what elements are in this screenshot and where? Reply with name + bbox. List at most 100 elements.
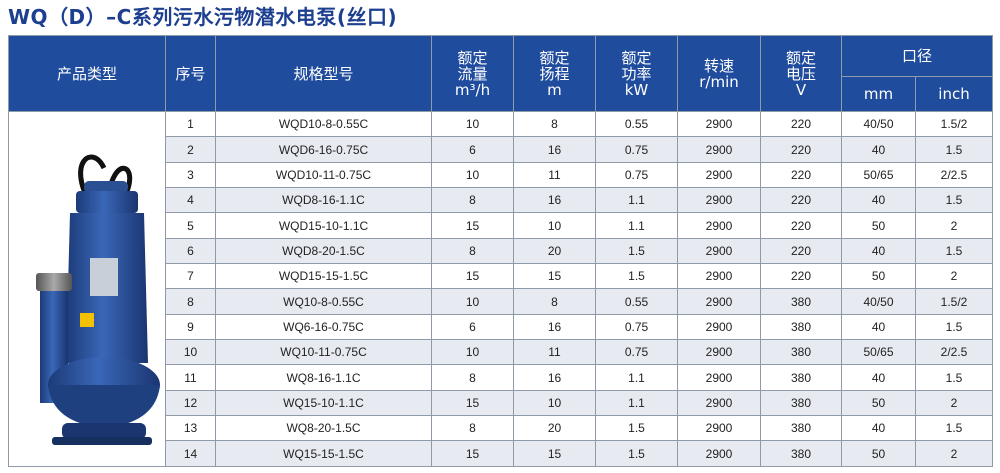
cell-flow: 15 [431, 212, 514, 239]
cell-model: WQD15-15-1.5C [215, 263, 432, 290]
header-model: 规格型号 [215, 35, 432, 112]
cell-power: 1.1 [595, 212, 678, 239]
table-row: 10 WQ10-11-0.75C 10 11 0.75 2900 380 50/65 2/2.5 [9, 339, 994, 366]
cell-speed: 2900 [677, 313, 761, 341]
cell-inch: 1.5 [914, 187, 994, 214]
cell-index: 7 [165, 263, 216, 290]
cell-index: 11 [165, 364, 216, 391]
cell-power: 1.5 [595, 415, 678, 442]
cell-flow: 15 [431, 389, 514, 417]
cell-voltage: 220 [760, 263, 842, 290]
table-row: 1 WQD10-8-0.55C 10 8 0.55 2900 220 40/50 1.5/2 [8, 110, 994, 467]
cell-flow: 10 [431, 288, 514, 315]
header-speed-line1: 转速 [703, 56, 734, 75]
cell-speed: 2900 [677, 389, 761, 417]
cell-head: 11 [513, 339, 596, 366]
base-foot [52, 436, 152, 445]
cell-index: 2 [165, 136, 216, 163]
cell-index: 3 [165, 161, 216, 189]
cell-index: 8 [165, 288, 216, 315]
nameplate [90, 257, 118, 296]
pump-image [36, 154, 160, 445]
cell-inch: 2/2.5 [914, 161, 994, 189]
header-power-line2: 功率 [621, 64, 652, 83]
header-type: 产品类型 [8, 35, 166, 112]
cell-mm: 40 [841, 415, 916, 442]
cell-power: 0.75 [595, 313, 678, 341]
cell-power: 0.75 [595, 339, 678, 366]
cell-head: 11 [513, 161, 596, 189]
header-flow-line1: 额定 [457, 48, 488, 67]
cell-model: WQ15-15-1.5C [215, 440, 432, 467]
header-power: 额定 功率 kW [595, 35, 678, 112]
header-power-unit: kW [624, 80, 649, 99]
cell-power: 1.1 [595, 187, 678, 214]
cell-head: 8 [513, 288, 596, 315]
header-voltage: 额定 电压 V [760, 35, 842, 112]
cell-inch: 2 [914, 440, 994, 467]
cell-mm: 40 [841, 136, 916, 163]
cell-head: 16 [513, 364, 596, 391]
page-title: WQ（D）–C系列污水污物潜水电泵(丝口) [8, 5, 398, 29]
cell-power: 0.75 [595, 136, 678, 163]
cell-speed: 2900 [677, 415, 761, 442]
cell-head: 10 [513, 212, 596, 239]
cell-mm: 50 [841, 440, 916, 467]
header-outlet: 口径 [840, 35, 994, 77]
cell-flow: 15 [431, 440, 514, 467]
cell-head: 16 [513, 313, 596, 341]
cell-voltage: 380 [760, 288, 842, 315]
header-power-line1: 额定 [621, 48, 652, 67]
cell-power: 0.55 [595, 288, 678, 315]
table-row: 5 WQD15-10-1.1C 15 10 1.1 2900 220 50 2 [9, 212, 994, 239]
cell-speed: 2900 [677, 110, 761, 138]
cell-voltage: 380 [760, 389, 842, 417]
cell-speed: 2900 [677, 288, 761, 315]
cell-head: 16 [513, 136, 596, 163]
cell-voltage: 380 [760, 415, 842, 442]
cell-model: WQ10-8-0.55C [215, 288, 432, 315]
cell-power: 1.5 [595, 440, 678, 467]
header-outlet-inch: inch [914, 76, 994, 112]
casing-side [48, 384, 160, 428]
cell-voltage: 380 [760, 364, 842, 391]
cell-voltage: 220 [760, 136, 842, 163]
header-voltage-unit: V [795, 80, 807, 99]
spec-table: 产品类型 序号 规格型号 额定 流量 m³/h 额定 扬程 m 额定 [8, 35, 994, 467]
cell-flow: 8 [431, 415, 514, 442]
cell-power: 1.1 [595, 389, 678, 417]
cell-speed: 2900 [677, 364, 761, 391]
cell-mm: 50 [841, 212, 916, 239]
product-image-cell [8, 111, 166, 467]
cell-power: 1.1 [595, 364, 678, 391]
table-row: 3 WQD10-11-0.75C 10 11 0.75 2900 220 50/65 2/2.5 [9, 161, 994, 189]
header-flow-line2: 流量 [457, 64, 488, 83]
cell-inch: 2 [914, 389, 994, 417]
cell-model: WQ8-16-1.1C [215, 364, 432, 391]
cell-flow: 10 [431, 339, 514, 366]
cell-mm: 50/65 [841, 161, 916, 189]
table-row: 12 WQ15-10-1.1C 15 10 1.1 2900 380 50 2 [9, 389, 994, 417]
cell-voltage: 220 [760, 161, 842, 189]
cell-mm: 50 [841, 263, 916, 290]
cell-head: 20 [513, 237, 596, 265]
cell-head: 16 [513, 187, 596, 214]
header-head: 额定 扬程 m [513, 35, 596, 112]
header-flow-unit: m³/h [454, 80, 491, 99]
cell-flow: 8 [431, 364, 514, 391]
cell-voltage: 220 [760, 237, 842, 265]
top-cover [76, 190, 138, 213]
cell-index: 6 [165, 237, 216, 265]
cell-flow: 15 [431, 263, 514, 290]
cell-power: 0.55 [595, 110, 678, 138]
cell-index: 5 [165, 212, 216, 239]
cell-speed: 2900 [677, 440, 761, 467]
header-speed-unit: r/min [699, 72, 739, 91]
cell-mm: 40 [841, 313, 916, 341]
header-voltage-line2: 电压 [785, 64, 816, 83]
header-head-line2: 扬程 [539, 64, 570, 83]
cell-head: 15 [513, 440, 596, 467]
table-row: 8 WQ10-8-0.55C 10 8 0.55 2900 380 40/50 1.5/2 [9, 288, 994, 315]
cell-flow: 10 [431, 110, 514, 138]
cell-speed: 2900 [677, 161, 761, 189]
